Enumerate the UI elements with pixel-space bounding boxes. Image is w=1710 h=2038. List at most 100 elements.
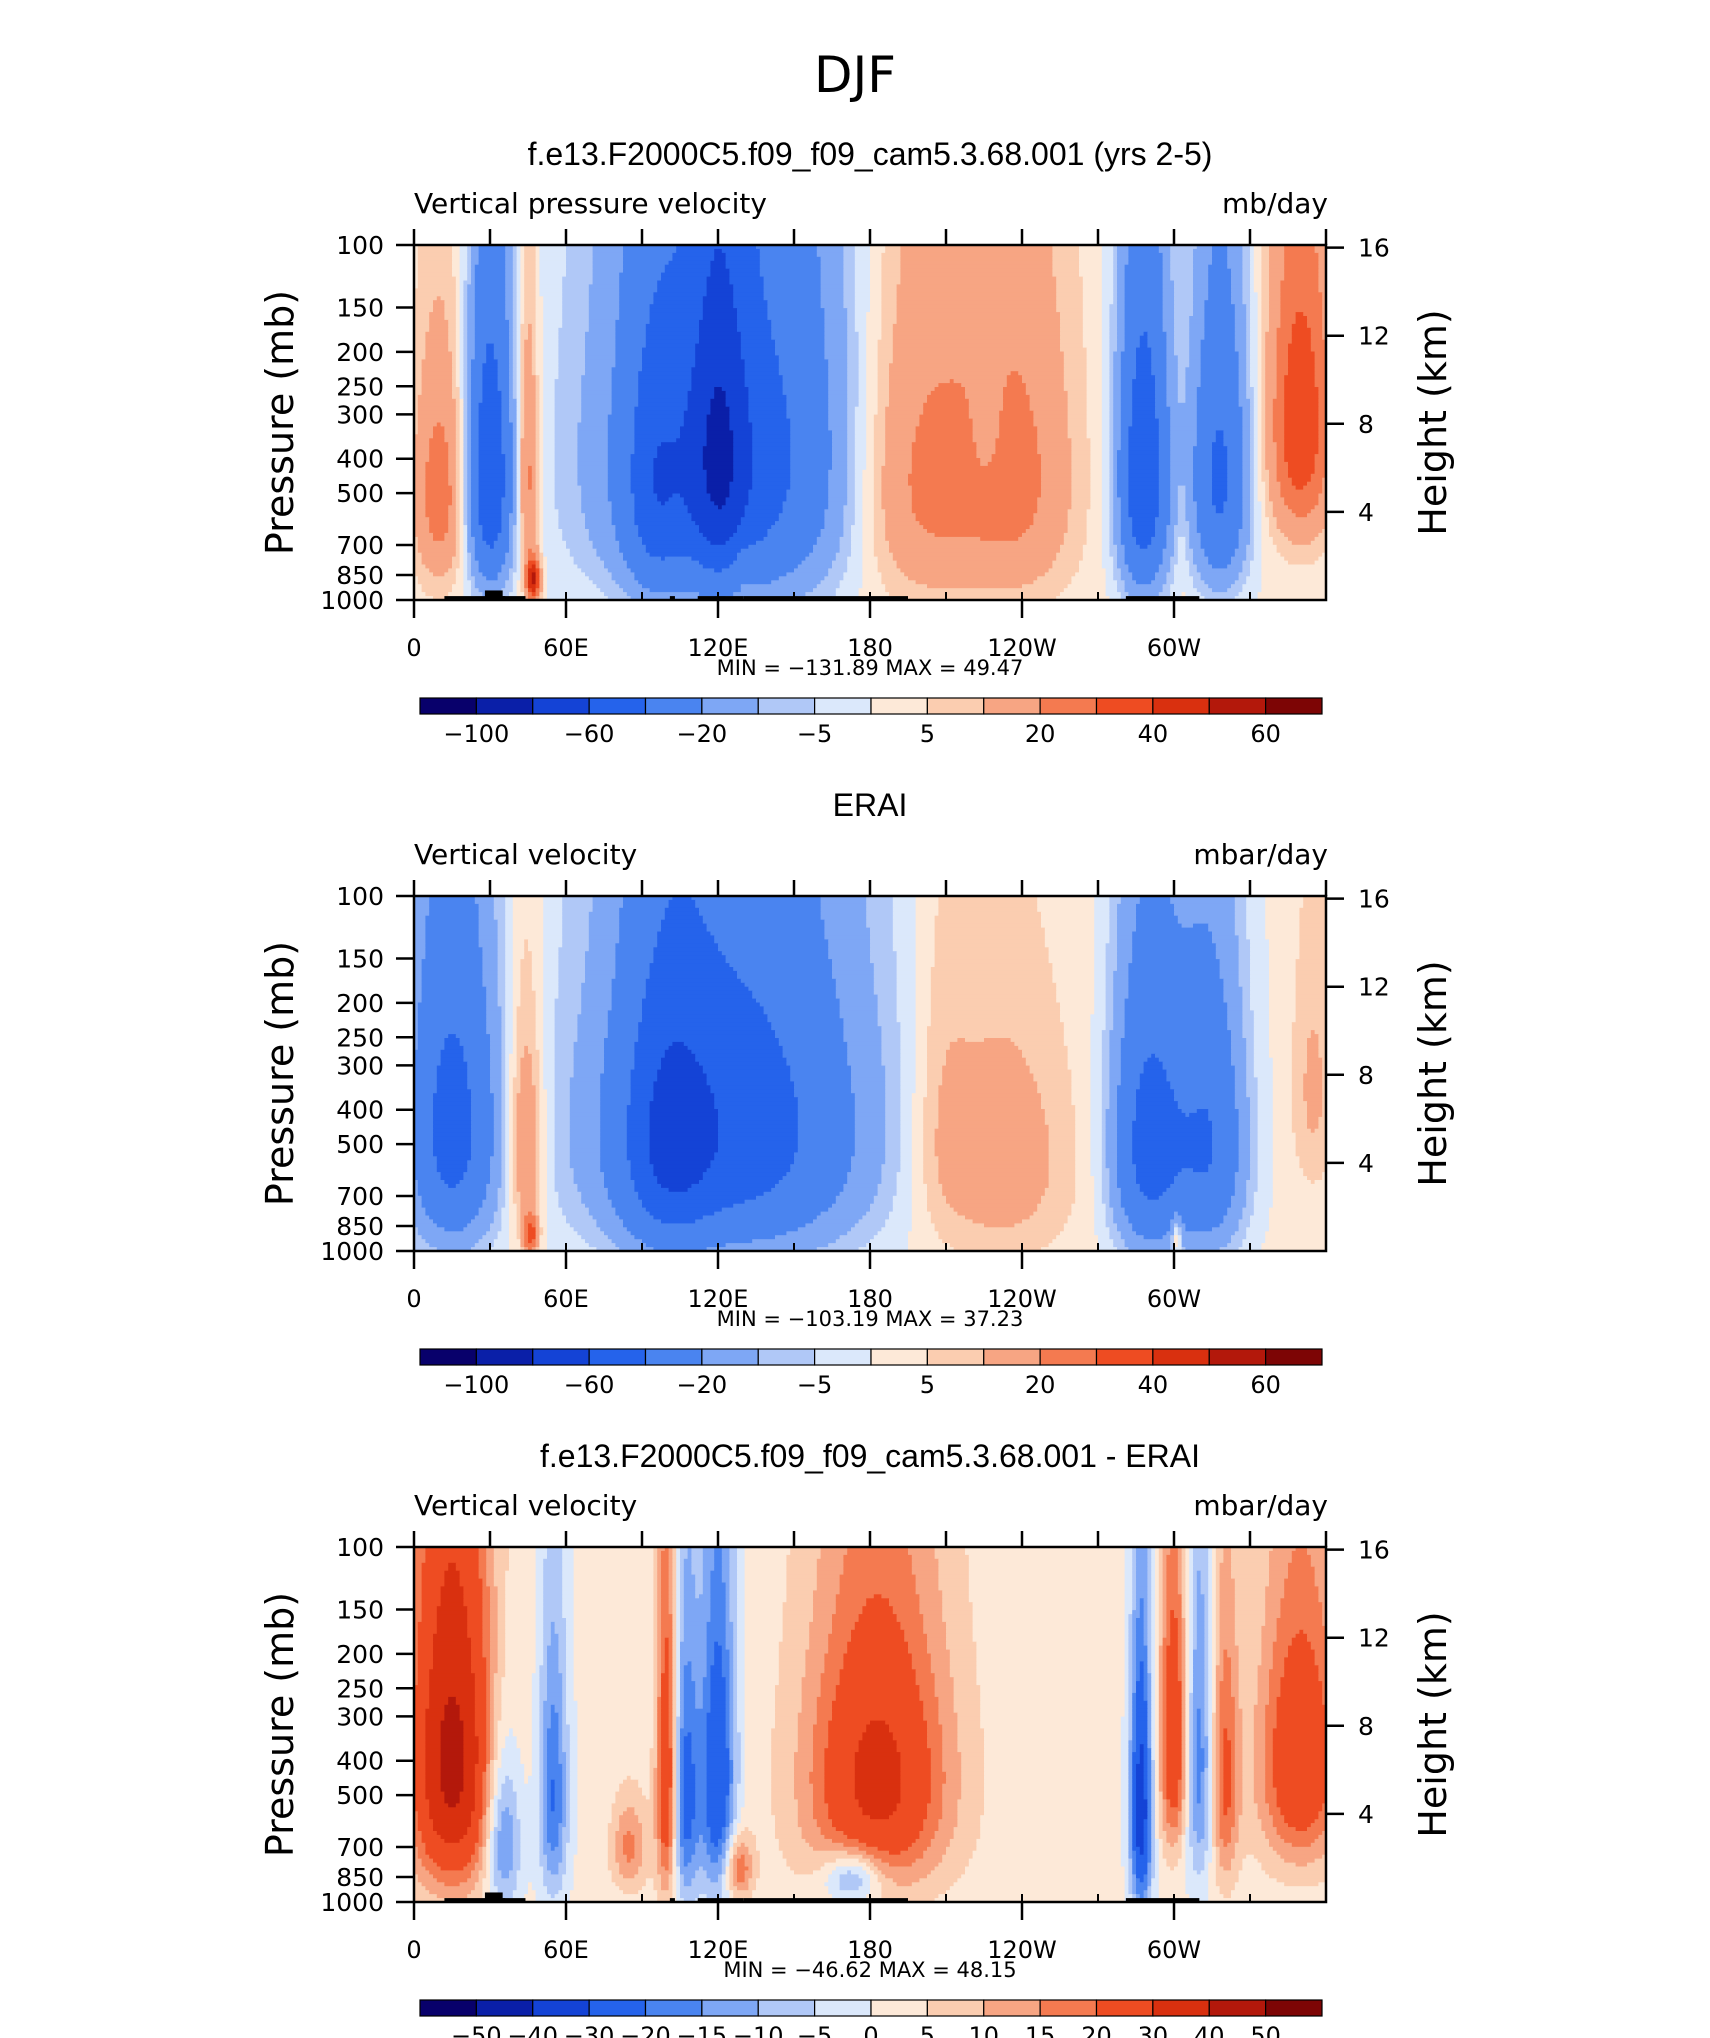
contour-cell	[471, 529, 483, 534]
contour-cell	[1109, 544, 1118, 550]
contour-cell	[459, 505, 464, 510]
contour-cell	[455, 461, 461, 467]
contour-cell	[1060, 331, 1084, 337]
contour-cell	[467, 505, 472, 510]
contour-cell	[824, 312, 848, 317]
contour-cell	[725, 497, 749, 502]
contour-cell	[1128, 497, 1160, 502]
contour-cell	[824, 576, 844, 581]
contour-cell	[832, 430, 848, 435]
contour-cell	[1265, 911, 1300, 917]
contour-cell	[1208, 927, 1236, 933]
contour-cell	[737, 308, 768, 313]
contour-cell	[1101, 296, 1114, 301]
contour-cell	[877, 560, 898, 566]
contour-cell	[889, 592, 1061, 597]
contour-cell	[1071, 450, 1091, 455]
contour-cell	[638, 525, 700, 530]
contour-cell	[653, 461, 704, 467]
contour-cell	[828, 481, 848, 487]
contour-cell	[630, 465, 654, 471]
contour-cell	[866, 390, 879, 396]
contour-cell	[740, 331, 772, 337]
contour-cell	[881, 312, 898, 317]
contour-cell	[531, 331, 537, 337]
contour-cell	[615, 355, 643, 360]
contour-cell	[729, 489, 749, 495]
contour-cell	[1124, 347, 1137, 353]
contour-cell	[820, 268, 844, 274]
contour-cell	[695, 903, 822, 909]
contour-cell	[733, 296, 765, 301]
contour-cell	[1174, 308, 1194, 313]
contour-cell	[1117, 312, 1126, 317]
contour-cell	[414, 331, 426, 337]
contour-cell	[847, 493, 856, 498]
contour-cell	[1234, 915, 1247, 921]
contour-cell	[1113, 521, 1122, 526]
contour-cell	[414, 402, 419, 408]
contour-cell	[539, 390, 544, 396]
contour-cell	[1238, 359, 1247, 364]
contour-cell	[1288, 536, 1316, 542]
contour-cell	[854, 316, 867, 321]
contour-cell	[478, 501, 502, 506]
contour-cell	[1238, 351, 1247, 356]
contour-cell	[1322, 331, 1326, 337]
contour-cell	[915, 517, 1034, 522]
contour-cell	[524, 568, 529, 573]
contour-cell	[862, 576, 882, 581]
contour-cell	[866, 414, 875, 420]
contour-cell	[501, 505, 514, 510]
contour-cell	[782, 390, 829, 396]
contour-cell	[1314, 351, 1326, 356]
contour-cell	[474, 276, 506, 282]
contour-cell	[619, 911, 666, 917]
contour-cell	[1246, 923, 1266, 929]
contour-cell	[790, 430, 833, 435]
contour-cell	[512, 454, 518, 459]
contour-cell	[520, 296, 525, 301]
contour-cell	[1136, 355, 1152, 360]
contour-cell	[467, 540, 476, 546]
contour-cell	[1253, 525, 1262, 530]
contour-cell	[421, 556, 453, 562]
contour-cell	[505, 931, 514, 936]
contour-cell	[1269, 284, 1281, 289]
topography-mask	[502, 596, 526, 600]
contour-cell	[881, 272, 901, 278]
contour-cell	[524, 300, 537, 305]
contour-cell	[524, 252, 537, 258]
contour-cell	[543, 387, 556, 392]
contour-cell	[615, 359, 643, 364]
contour-cell	[1284, 260, 1319, 266]
contour-cell	[1117, 272, 1126, 278]
contour-cell	[1234, 335, 1247, 341]
contour-cell	[1117, 454, 1129, 459]
contour-cell	[433, 430, 445, 435]
contour-cell	[509, 379, 514, 384]
contour-cell	[1257, 465, 1262, 471]
contour-cell	[919, 414, 970, 420]
contour-cell	[828, 489, 848, 495]
contour-cell	[881, 580, 917, 585]
contour-cell	[866, 312, 882, 317]
contour-cell	[1177, 375, 1186, 380]
contour-cell	[1253, 489, 1259, 495]
contour-cell	[543, 316, 563, 321]
contour-cell	[414, 493, 426, 498]
contour-cell	[634, 497, 658, 502]
contour-cell	[1193, 584, 1209, 589]
contour-cell	[759, 272, 822, 278]
contour-cell	[1250, 383, 1259, 388]
contour-cell	[535, 296, 544, 301]
contour-cell	[455, 572, 464, 577]
contour-cell	[858, 355, 867, 360]
contour-cell	[1025, 387, 1065, 392]
contour-cell	[478, 438, 502, 443]
contour-cell	[1284, 252, 1319, 258]
contour-cell	[980, 536, 1019, 542]
contour-cell	[1124, 560, 1164, 566]
contour-cell	[1234, 899, 1247, 905]
contour-cell	[1109, 497, 1114, 502]
